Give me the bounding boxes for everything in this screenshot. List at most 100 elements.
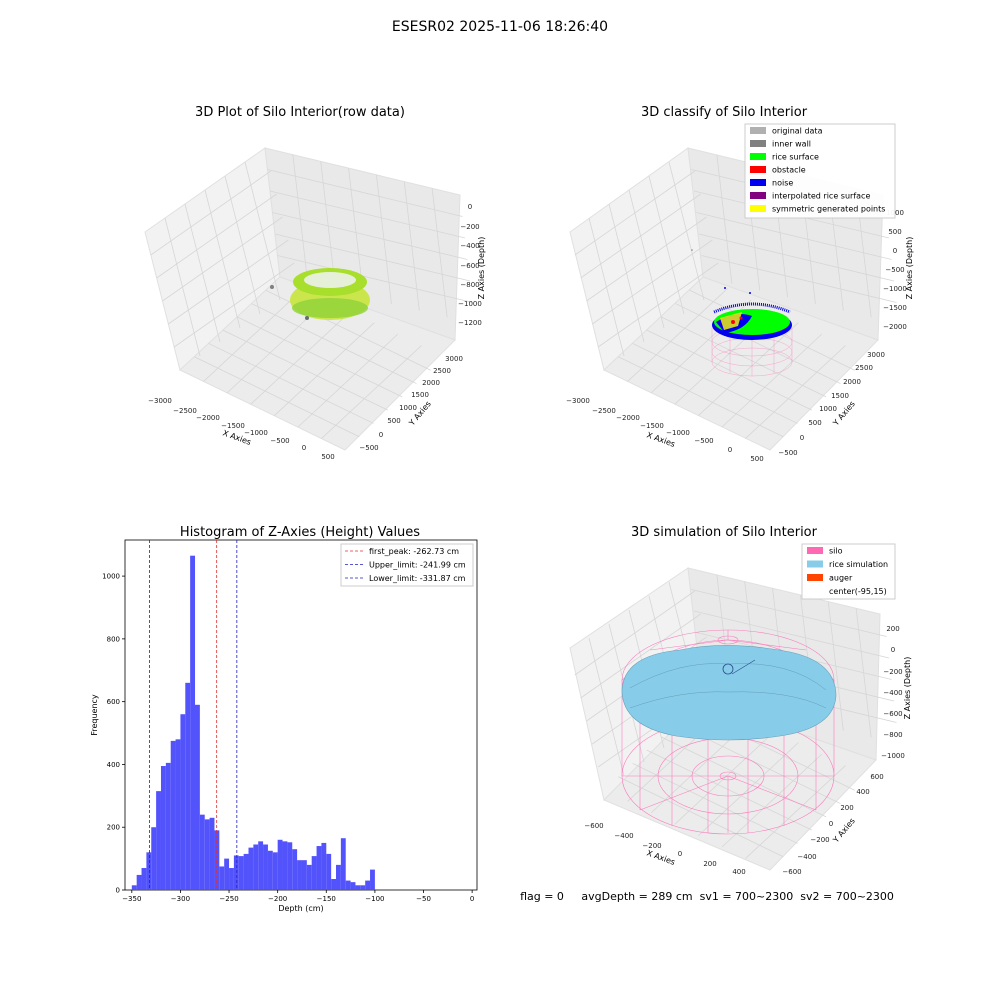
- raw-ytick: 0: [379, 431, 383, 439]
- histogram-bar: [146, 852, 152, 890]
- classify-gridlines: [574, 154, 897, 439]
- simulation-xtick: −200: [642, 842, 661, 850]
- histogram-bar: [263, 844, 268, 890]
- classify-xtick: 0: [728, 446, 732, 454]
- raw-xtick: −1500: [221, 422, 245, 430]
- raw-ztick: −800: [460, 281, 479, 289]
- raw-ztick: −400: [460, 242, 479, 250]
- classify-legend-label: rice surface: [772, 153, 819, 162]
- histogram-bar: [311, 856, 317, 890]
- histogram-bar: [185, 682, 191, 890]
- classify-legend-swatch: [750, 192, 766, 199]
- histogram-legend-label: Upper_limit: -241.99 cm: [369, 561, 466, 570]
- raw-ztick: 0: [468, 203, 472, 211]
- histogram-ytick-label: 0: [116, 887, 120, 895]
- simulation-ztick: 200: [886, 625, 899, 633]
- simulation-legend-label: rice simulation: [829, 560, 888, 569]
- raw-point-cloud: [270, 268, 370, 320]
- histogram-bar: [175, 739, 181, 890]
- raw-tick-labels: −3000 −2500 −2000 −1500 −1000 −500 0 500…: [148, 203, 482, 461]
- simulation-ytick: 0: [829, 820, 833, 828]
- histogram-bar: [156, 791, 161, 890]
- histogram-bar: [292, 849, 298, 890]
- histogram-bar: [253, 844, 259, 890]
- classify-ylabel: Y Axies: [831, 399, 857, 428]
- histogram-bar: [136, 874, 142, 890]
- classify-xtick: −2500: [592, 407, 616, 415]
- simulation-zlabel: Z Axies (Depth): [903, 657, 912, 720]
- simulation-silo-wireframe: [621, 629, 835, 835]
- classify-legend-label: inner wall: [772, 140, 811, 149]
- classify-zlabel: Z Axies (Depth): [905, 237, 914, 300]
- histogram-bar: [180, 714, 186, 890]
- classify-legend-swatch: [750, 127, 766, 134]
- classify-legend-label: interpolated rice surface: [772, 192, 870, 201]
- histogram-bar: [355, 885, 361, 890]
- simulation-ztick: 0: [891, 646, 895, 654]
- histogram-bar: [199, 814, 205, 890]
- classify-xtick: −1000: [666, 429, 690, 437]
- histogram-bar: [316, 846, 322, 890]
- classify-legend-swatch: [750, 179, 766, 186]
- raw-gridlines: [150, 154, 473, 439]
- histogram-bar: [151, 827, 157, 890]
- histogram-bar: [141, 868, 147, 890]
- histogram-title: Histogram of Z-Axies (Height) Values: [180, 525, 420, 540]
- panel-simulation: 3D simulation of Silo Interior: [569, 525, 912, 876]
- raw-ytick: 2500: [433, 367, 451, 375]
- histogram-bar: [321, 842, 327, 890]
- histogram-ytick-label: 200: [107, 824, 120, 832]
- classify-ytick: 2000: [843, 378, 861, 386]
- classify-legend-swatch: [750, 205, 766, 212]
- raw-ytick: 3000: [445, 355, 463, 363]
- histogram-bar: [229, 868, 234, 890]
- histogram-bar: [336, 864, 341, 890]
- histogram-bar: [287, 842, 293, 890]
- classify-xtick: −2000: [616, 414, 640, 422]
- histogram-bar: [238, 856, 244, 890]
- classify-ytick: 1000: [819, 405, 837, 413]
- histogram-ytick-label: 600: [107, 698, 120, 706]
- simulation-xtick: 0: [678, 850, 682, 858]
- classify-xtick: −500: [694, 437, 713, 445]
- histogram-x-ticks: −350 −300 −250 −200 −150 −100 −50 0: [122, 890, 474, 903]
- histogram-bar: [224, 858, 230, 890]
- histogram-bar: [340, 838, 346, 890]
- histogram-bar: [170, 740, 176, 890]
- simulation-tick-labels: −600 −400 −200 0 200 400 −600 −400 −200 …: [584, 625, 904, 876]
- histogram-ylabel: Frequency: [90, 694, 99, 736]
- raw-ytick: 1500: [411, 391, 429, 399]
- histogram-xtick-label: −300: [171, 895, 190, 903]
- classify-ytick: 1500: [831, 392, 849, 400]
- histogram-bar: [272, 852, 278, 890]
- simulation-xtick: 400: [732, 868, 745, 876]
- raw-ytick: −500: [359, 444, 378, 452]
- raw-xtick: 500: [321, 453, 334, 461]
- simulation-ztick: −1000: [881, 752, 905, 760]
- raw-xtick: −2000: [196, 414, 220, 422]
- classify-legend-swatch: [750, 153, 766, 160]
- histogram-xtick-label: −250: [219, 895, 238, 903]
- classify-legend-swatch: [750, 140, 766, 147]
- histogram-legend-label: first_peak: -262.73 cm: [369, 547, 459, 556]
- simulation-xtick: 200: [703, 860, 716, 868]
- raw-title: 3D Plot of Silo Interior(row data): [195, 105, 405, 120]
- raw-xtick: −500: [270, 437, 289, 445]
- classify-silo-wireframe: [711, 327, 793, 377]
- histogram-bar: [204, 819, 210, 890]
- classify-point-cloud: [691, 249, 793, 377]
- histogram-bar: [331, 879, 337, 890]
- simulation-xtick: −600: [584, 822, 603, 830]
- histogram-bar: [258, 841, 264, 890]
- histogram-bar: [209, 817, 215, 890]
- simulation-ytick: 200: [840, 804, 853, 812]
- histogram-ytick-label: 400: [107, 761, 120, 769]
- status-line: flag = 0 avgDepth = 289 cm sv1 = 700~230…: [520, 890, 894, 903]
- raw-ztick: −600: [460, 262, 479, 270]
- histogram-xtick-label: −200: [268, 895, 287, 903]
- histogram-bar: [233, 855, 239, 890]
- classify-ztick: 500: [888, 228, 901, 236]
- classify-ztick: −1000: [883, 285, 907, 293]
- histogram-bar: [345, 880, 351, 890]
